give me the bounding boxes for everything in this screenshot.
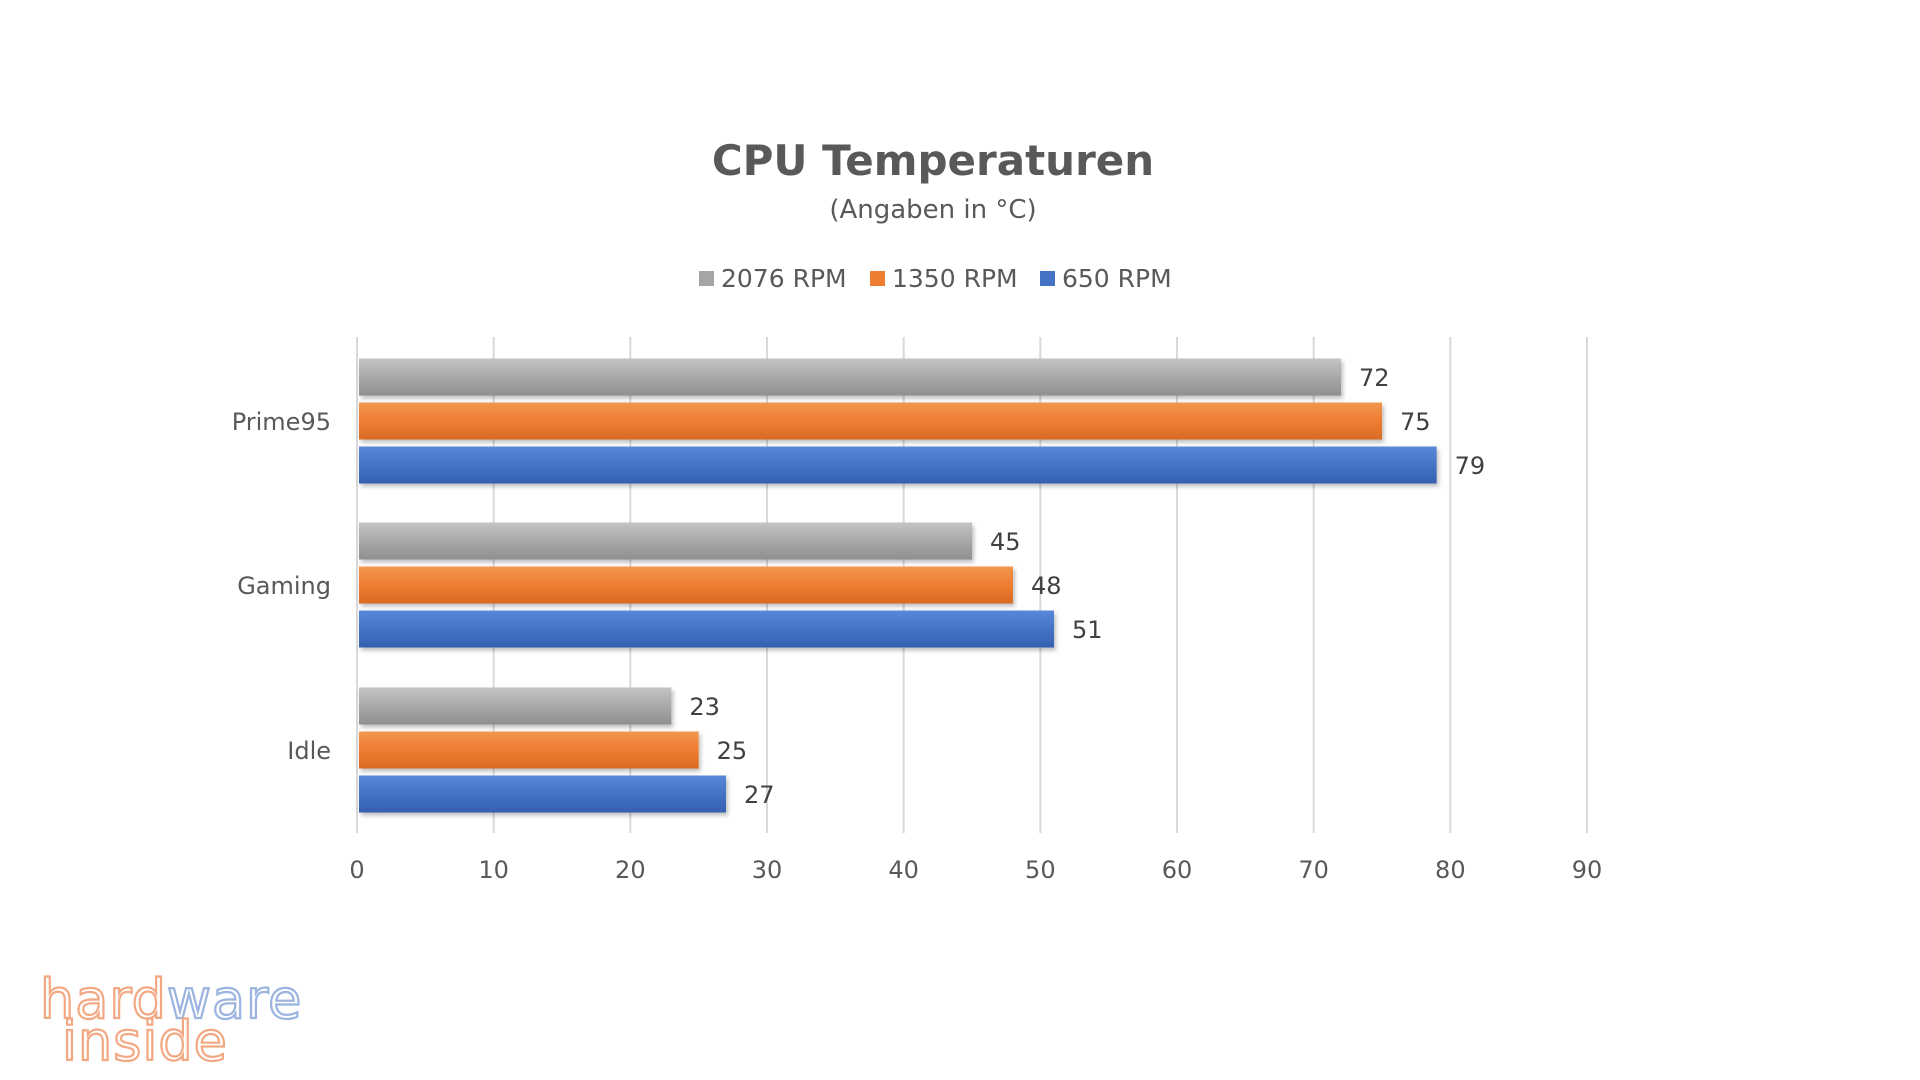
legend-label-650-rpm: 650 RPM [1062, 264, 1172, 293]
bar-prime95-650-rpm [359, 446, 1437, 484]
x-tick-20: 20 [615, 856, 646, 884]
legend-label-1350-rpm: 1350 RPM [892, 264, 1018, 293]
value-label-idle-1350-rpm: 25 [717, 737, 748, 765]
x-tick-10: 10 [478, 856, 509, 884]
x-tick-40: 40 [888, 856, 919, 884]
x-tick-90: 90 [1572, 856, 1603, 884]
value-label-gaming-2076-rpm: 45 [990, 528, 1021, 556]
x-tick-50: 50 [1025, 856, 1056, 884]
x-tick-30: 30 [752, 856, 783, 884]
logo-line-1: hardware [40, 968, 302, 1031]
legend: 2076 RPM 1350 RPM 650 RPM [699, 264, 1172, 293]
value-label-prime95-650-rpm: 79 [1455, 452, 1486, 480]
bar-prime95-2076-rpm [359, 358, 1341, 396]
legend-swatch-2076-rpm [699, 271, 714, 286]
value-label-prime95-2076-rpm: 72 [1359, 364, 1390, 392]
category-labels: Prime95 Gaming Idle [232, 408, 331, 765]
bar-idle-2076-rpm [359, 687, 672, 725]
legend-swatch-650-rpm [1040, 271, 1055, 286]
chart-title: CPU Temperaturen [712, 136, 1154, 185]
category-label-idle: Idle [287, 737, 331, 765]
logo-line-2: inside [62, 1010, 228, 1073]
x-tick-0: 0 [349, 856, 364, 884]
bars [359, 358, 1437, 813]
value-label-gaming-1350-rpm: 48 [1031, 572, 1062, 600]
hardware-inside-logo: hardware inside [39, 967, 303, 1074]
bar-gaming-650-rpm [359, 610, 1054, 648]
bar-gaming-2076-rpm [359, 522, 972, 560]
chart-subtitle: (Angaben in °C) [829, 195, 1036, 225]
legend-label-2076-rpm: 2076 RPM [721, 264, 847, 293]
data-labels: 72 75 79 45 48 51 23 25 27 [689, 364, 1485, 809]
legend-swatch-1350-rpm [870, 271, 885, 286]
category-label-prime95: Prime95 [232, 408, 331, 436]
bar-idle-650-rpm [359, 775, 726, 813]
value-label-prime95-1350-rpm: 75 [1400, 408, 1431, 436]
value-label-idle-650-rpm: 27 [744, 781, 775, 809]
bar-gaming-1350-rpm [359, 566, 1013, 604]
x-tick-labels: 0 10 20 30 40 50 60 70 80 90 [349, 856, 1602, 884]
x-tick-80: 80 [1435, 856, 1466, 884]
x-tick-60: 60 [1162, 856, 1193, 884]
bar-prime95-1350-rpm [359, 402, 1382, 440]
value-label-gaming-650-rpm: 51 [1072, 616, 1103, 644]
bar-idle-1350-rpm [359, 731, 699, 769]
value-label-idle-2076-rpm: 23 [689, 693, 720, 721]
x-tick-70: 70 [1298, 856, 1329, 884]
category-label-gaming: Gaming [237, 572, 331, 600]
